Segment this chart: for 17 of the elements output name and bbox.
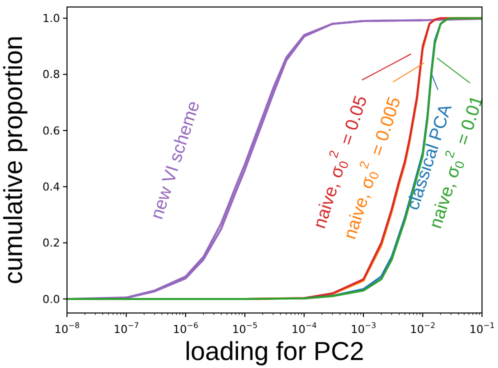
x-tick-label: 10$^{−2}$: [410, 321, 436, 336]
x-tick-label: 10$^{−6}$: [172, 321, 198, 336]
x-tick-label: 10$^{−3}$: [350, 321, 376, 336]
y-tick-label: 1.0: [42, 12, 60, 26]
y-tick-label: 0.0: [42, 292, 60, 306]
y-tick-label: 0.4: [42, 180, 60, 194]
y-tick-label: 0.2: [42, 236, 60, 250]
x-tick-label: 10$^{−7}$: [114, 321, 140, 336]
text: new VI scheme: [146, 98, 204, 222]
x-tick-label: 10$^{−5}$: [232, 321, 258, 336]
y-tick-label: 0.8: [42, 68, 60, 82]
y-axis-title: cumulative proportion: [0, 36, 28, 284]
x-tick-label: 10$^{−8}$: [54, 321, 80, 336]
x-axis-title: loading for PC2: [184, 336, 364, 366]
x-tick-label: 10$^{−4}$: [291, 321, 317, 336]
x-tick-label: 10$^{−1}$: [469, 321, 495, 336]
y-tick-label: 0.6: [42, 124, 60, 138]
